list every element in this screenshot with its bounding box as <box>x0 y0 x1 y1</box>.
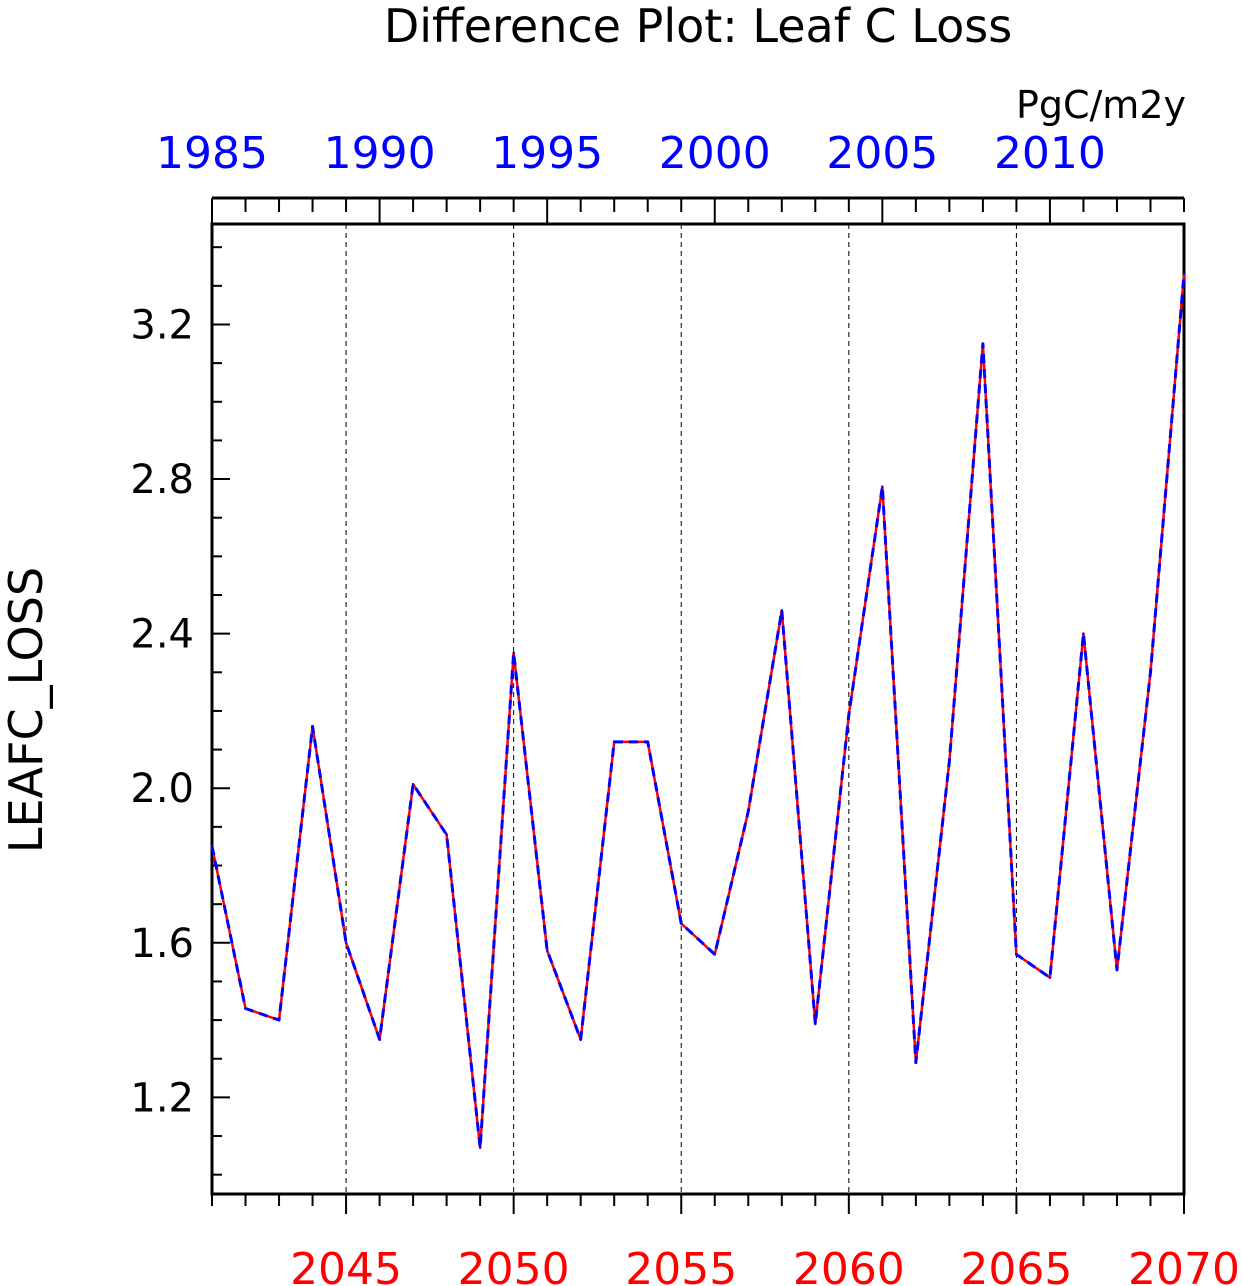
data-point <box>881 485 884 488</box>
data-point <box>512 651 515 655</box>
data-point <box>646 740 649 744</box>
x-top-tick-label: 2010 <box>994 128 1106 179</box>
axes <box>210 196 1186 1214</box>
x-bottom-tick-label: 2065 <box>960 1244 1072 1286</box>
data-point <box>847 713 851 716</box>
y-tick-label: 3.2 <box>130 302 194 348</box>
tick-labels: 1.2 1.6 2.0 2.4 2.8 3.2 2045 2050 2055 2060 2065 20… <box>130 128 1240 1286</box>
data-point <box>378 1038 381 1041</box>
data-point <box>344 941 348 945</box>
x-top-tick-label: 1985 <box>156 128 268 179</box>
data-point <box>1115 968 1119 972</box>
data-point <box>311 725 314 728</box>
data-point <box>545 949 549 952</box>
data-point <box>713 953 716 956</box>
data-point <box>579 1038 582 1041</box>
data-point <box>478 1146 482 1149</box>
x-top-tick-label: 1990 <box>324 128 436 179</box>
chart-title: Difference Plot: Leaf C Loss <box>384 0 1012 53</box>
x-top-tick-label: 1995 <box>491 128 603 179</box>
data-point <box>411 783 415 786</box>
units-label: PgC/m2y <box>1016 83 1186 127</box>
x-top-tick-label: 2000 <box>659 128 771 179</box>
plot-frame <box>210 222 1186 1196</box>
data-point <box>1048 976 1052 979</box>
data-point <box>1015 953 1018 956</box>
data-point <box>680 922 683 925</box>
y-tick-label: 2.8 <box>130 457 194 503</box>
data-point <box>948 759 951 763</box>
data-point <box>914 1061 918 1064</box>
series-lines <box>210 273 1186 1150</box>
data-point <box>1149 671 1152 674</box>
x-bottom-tick-label: 2045 <box>290 1244 402 1286</box>
x-bottom-tick-label: 2070 <box>1128 1244 1240 1286</box>
data-point <box>445 833 448 836</box>
series-line-0 <box>210 274 1186 1149</box>
data-point <box>1082 632 1085 635</box>
data-point <box>780 609 783 612</box>
x-bottom-tick-label: 2055 <box>625 1244 737 1286</box>
y-axis-label: LEAFC_LOSS <box>0 567 53 853</box>
y-tick-label: 1.2 <box>130 1075 194 1121</box>
y-tick-label: 2.4 <box>130 612 194 658</box>
data-point <box>244 1007 247 1010</box>
y-tick-label: 1.6 <box>130 921 194 967</box>
data-point <box>613 740 616 744</box>
data-point <box>814 1022 817 1026</box>
x-bottom-tick-label: 2060 <box>793 1244 905 1286</box>
data-point <box>277 1018 281 1022</box>
data-point <box>981 342 985 346</box>
x-top-tick-label: 2005 <box>826 128 938 179</box>
data-point <box>1182 273 1186 276</box>
data-point <box>210 844 214 848</box>
data-point <box>747 810 750 813</box>
y-tick-label: 2.0 <box>130 766 194 812</box>
series-line-1 <box>210 274 1186 1150</box>
x-bottom-tick-label: 2050 <box>458 1244 570 1286</box>
